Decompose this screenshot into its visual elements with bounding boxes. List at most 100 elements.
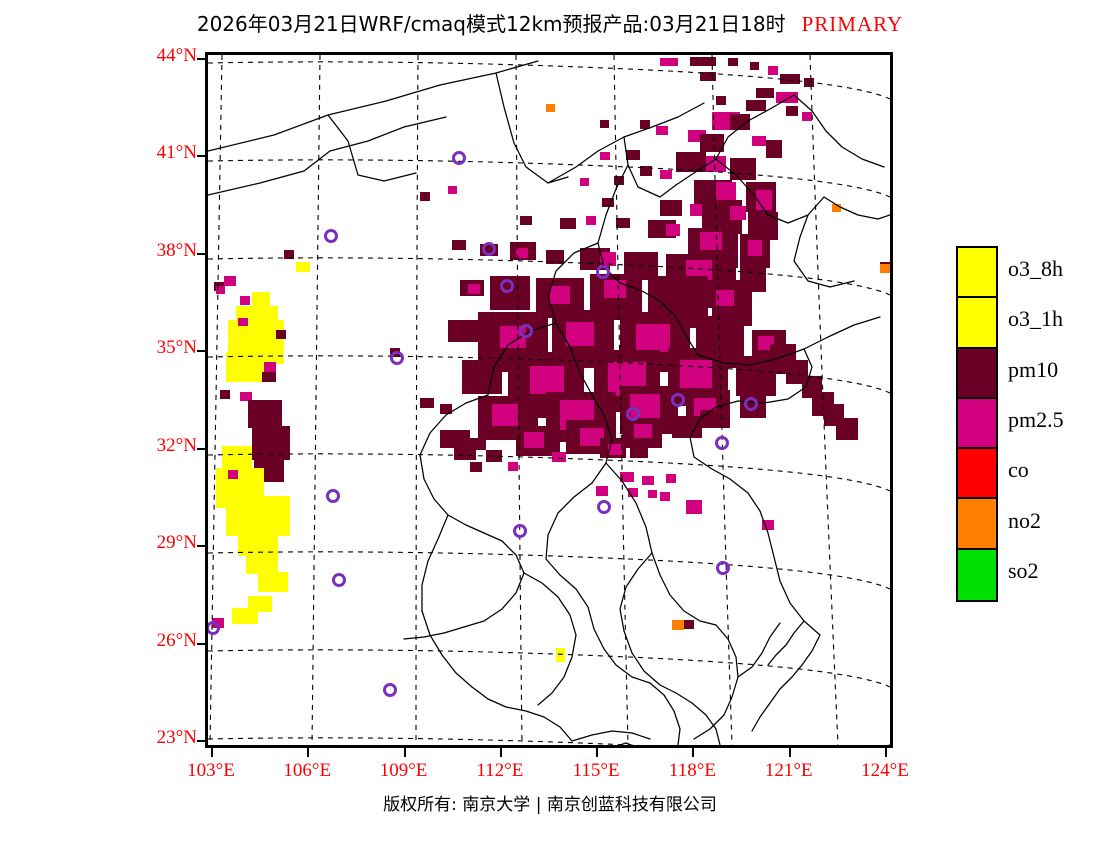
station-circle-icon[interactable] (208, 621, 220, 635)
legend-swatch-pm2.5[interactable] (958, 398, 996, 450)
station-circle-icon[interactable] (671, 393, 685, 407)
grid-cell-pm2.5 (224, 276, 236, 286)
legend-label-pm2.5: pm2.5 (1008, 407, 1064, 432)
grid-cell-pm2.5 (516, 248, 528, 258)
legend-swatch-co[interactable] (958, 449, 996, 500)
legend-swatch-no2[interactable] (958, 499, 996, 550)
grid-cell-o3_8h (258, 572, 288, 592)
grid-cell-pm2.5 (550, 286, 570, 304)
grid-cell-pm10 (736, 356, 776, 396)
legend-swatch-o3_1h[interactable] (958, 298, 996, 349)
legend-swatch-o3_8h[interactable] (958, 248, 996, 299)
grid-cell-pm10 (730, 158, 756, 180)
station-markers[interactable] (208, 151, 758, 697)
grid-cell-no2 (832, 204, 841, 212)
station-circle-icon[interactable] (597, 500, 611, 514)
grid-cell-pm10 (420, 398, 434, 408)
y-tick-mark (197, 642, 205, 645)
grid-cell-pm2.5 (666, 224, 680, 236)
grid-cell-pm10 (728, 58, 738, 66)
station-circle-icon[interactable] (324, 229, 338, 243)
station-circle-icon[interactable] (390, 351, 404, 365)
grid-cell-pm2.5 (656, 126, 668, 135)
grid-cell-o3_8h (222, 446, 252, 470)
grid-cell-o3_8h (296, 262, 310, 272)
y-tick-mark (197, 740, 205, 742)
grid-cell-pm2.5 (620, 472, 634, 482)
station-circle-icon[interactable] (332, 573, 346, 587)
station-circle-icon[interactable] (452, 151, 466, 165)
grid-cell-pm2.5 (448, 186, 457, 194)
station-circle-icon[interactable] (596, 265, 610, 279)
station-circle-icon[interactable] (519, 324, 533, 338)
x-tick-mark (211, 748, 213, 757)
grid-cell-pm10 (454, 446, 476, 460)
station-circle-icon[interactable] (326, 489, 340, 503)
grid-cell-pm10 (780, 74, 800, 84)
station-circle-icon[interactable] (626, 407, 640, 421)
legend-swatch-pm10[interactable] (958, 348, 996, 399)
grid-cell-pm2.5 (530, 366, 564, 394)
grid-cell-pm2.5 (264, 362, 276, 372)
grid-cell-pm10 (546, 250, 564, 264)
graticule-lines (208, 55, 890, 745)
grid-cell-pm10 (614, 176, 624, 185)
grid-cell-pm10 (486, 450, 502, 462)
grid-cell-pm2.5 (580, 428, 604, 446)
grid-cell-o3_8h (246, 552, 278, 574)
grid-cell-no2 (672, 620, 684, 630)
grid-cell-no2 (546, 104, 555, 112)
grid-cell-pm2.5 (700, 232, 722, 250)
x-tick-label: 124°E (861, 760, 909, 781)
y-tick-label: 44°N (156, 45, 197, 66)
grid-cell-pm10 (700, 134, 724, 152)
title-primary-badge: PRIMARY (801, 12, 904, 36)
station-circle-icon[interactable] (500, 279, 514, 293)
station-circle-icon[interactable] (513, 524, 527, 538)
grid-cell-pm10 (262, 372, 276, 382)
station-circle-icon[interactable] (383, 683, 397, 697)
map-plot-area[interactable] (205, 52, 893, 748)
station-circle-icon[interactable] (715, 436, 729, 450)
grid-cell-pm2.5 (802, 112, 812, 121)
y-tick-label: 38°N (156, 239, 197, 261)
x-tick-mark (885, 748, 887, 757)
grid-cell-pm10 (640, 120, 650, 129)
x-tick-label: 106°E (283, 760, 332, 781)
legend-colorbar[interactable] (956, 246, 998, 602)
grid-cell-pm2.5 (566, 322, 594, 346)
grid-cell-pm2.5 (636, 324, 670, 352)
grid-cell-pm2.5 (648, 490, 657, 498)
province-boundaries (208, 60, 890, 745)
grid-cell-pm2.5 (762, 520, 774, 530)
grid-cell-pm2.5 (552, 452, 566, 462)
grid-cell-pm10 (640, 166, 652, 176)
grid-cell-pm10 (602, 198, 614, 207)
grid-cell-pm10 (756, 88, 774, 98)
station-circle-icon[interactable] (482, 242, 496, 256)
grid-cell-pm2.5 (716, 182, 736, 200)
grid-cell-pm2.5 (630, 394, 660, 420)
x-tick-label: 121°E (764, 760, 813, 781)
grid-cell-pm2.5 (748, 240, 762, 256)
grid-cell-pm2.5 (680, 360, 712, 388)
grid-cell-pm10 (440, 404, 452, 414)
legend-swatch-so2[interactable] (958, 549, 996, 600)
grid-cell-pm10 (716, 96, 726, 105)
grid-cell-pm10 (676, 152, 706, 172)
grid-cell-pm2.5 (686, 500, 702, 514)
grid-cell-pm2.5 (628, 488, 638, 497)
legend-label-so2: so2 (1008, 557, 1039, 583)
y-tick-mark (197, 252, 205, 255)
grid-cell-pm10 (700, 410, 722, 428)
grid-cell-pm10 (660, 200, 682, 216)
grid-cell-pm2.5 (752, 136, 766, 146)
y-tick-label: 26°N (156, 629, 197, 651)
x-tick-mark (788, 748, 791, 757)
grid-cell-pm10 (786, 106, 798, 116)
grid-cell-pm2.5 (228, 470, 238, 479)
station-circle-icon[interactable] (716, 561, 730, 575)
grid-cell-o3_8h (556, 648, 565, 662)
station-circle-icon[interactable] (744, 397, 758, 411)
